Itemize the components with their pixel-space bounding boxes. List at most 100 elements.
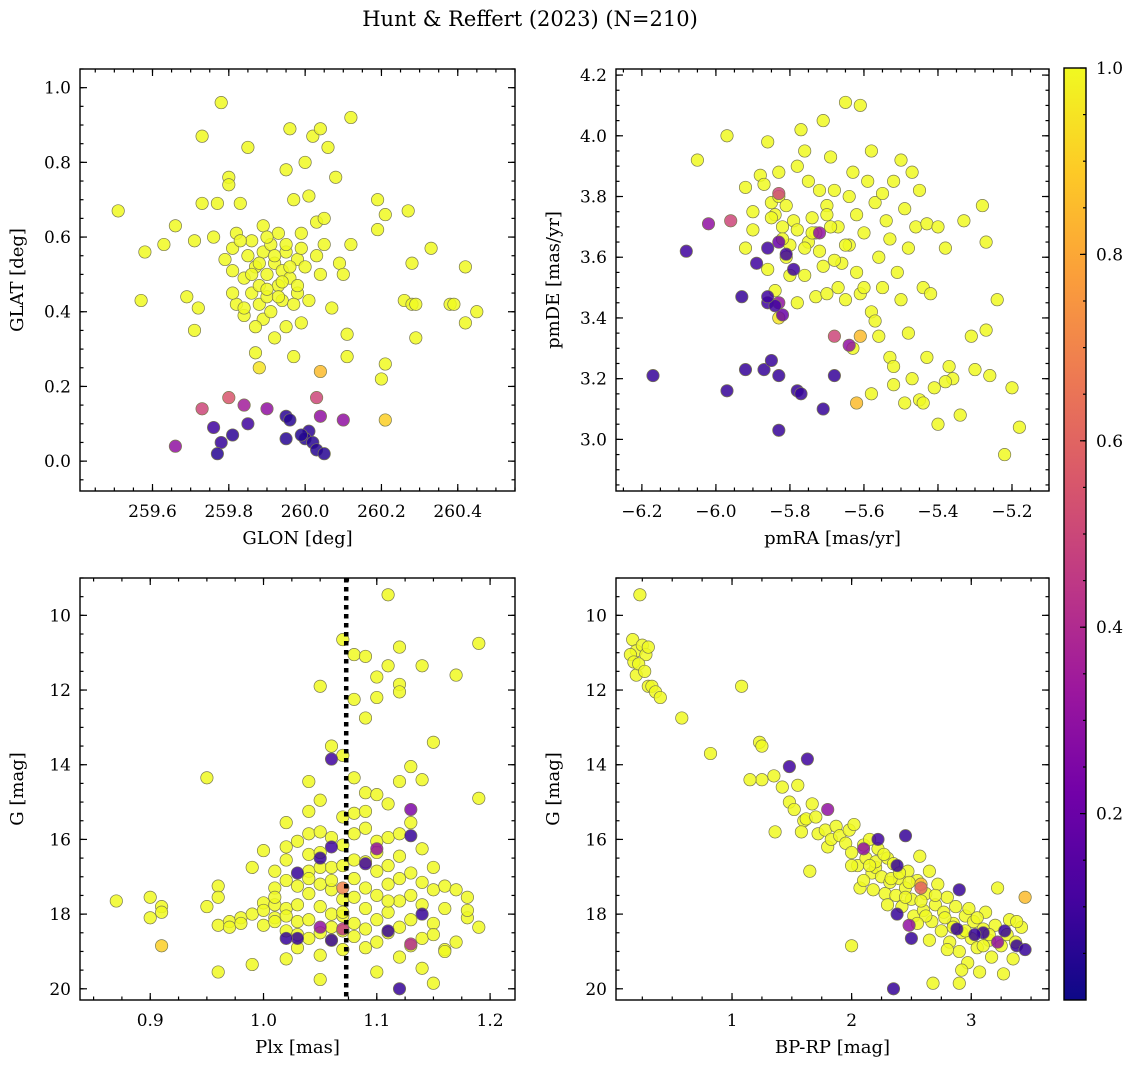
- data-point: [404, 816, 418, 830]
- colorbar-tick-label: 0.4: [1096, 618, 1123, 638]
- y-tick-label: 3.6: [580, 248, 607, 268]
- data-point: [392, 640, 407, 654]
- data-point: [370, 913, 384, 927]
- data-point: [878, 887, 892, 901]
- data-point: [279, 320, 293, 334]
- data-point: [968, 928, 982, 942]
- data-point: [290, 915, 305, 929]
- data-point: [260, 230, 274, 244]
- data-point: [761, 135, 775, 149]
- data-point: [378, 413, 392, 427]
- data-point: [991, 935, 1005, 949]
- data-point: [358, 941, 373, 955]
- data-point: [381, 924, 395, 938]
- data-point: [313, 920, 327, 934]
- data-point: [724, 214, 738, 228]
- data-point: [347, 827, 361, 841]
- data-point: [279, 909, 293, 923]
- data-point: [890, 859, 904, 873]
- data-point: [922, 864, 936, 878]
- data-point: [195, 402, 209, 416]
- data-point: [234, 916, 248, 930]
- data-point: [887, 378, 901, 392]
- data-point: [857, 842, 871, 856]
- data-point: [872, 250, 886, 264]
- data-point: [991, 881, 1005, 895]
- data-point: [404, 937, 418, 951]
- data-point: [211, 890, 225, 904]
- data-point: [370, 864, 384, 878]
- y-axis-label: pmDE [mas/yr]: [543, 211, 564, 349]
- data-point: [324, 907, 339, 921]
- y-tick-label: 0.8: [44, 153, 71, 173]
- data-point: [392, 950, 407, 964]
- data-point: [886, 982, 901, 996]
- y-tick-label: 12: [49, 681, 71, 701]
- data-point: [449, 883, 463, 897]
- data-point: [821, 802, 835, 817]
- data-point: [245, 907, 259, 921]
- data-point: [310, 391, 324, 405]
- data-point: [415, 773, 429, 787]
- data-point: [952, 944, 966, 959]
- data-point: [283, 260, 297, 274]
- data-point: [985, 950, 999, 964]
- data-point: [772, 165, 786, 179]
- data-point: [679, 244, 693, 258]
- data-point: [302, 913, 316, 927]
- data-point: [210, 447, 224, 461]
- data-point: [761, 241, 775, 255]
- data-point: [426, 735, 440, 749]
- data-point: [638, 664, 652, 678]
- data-point: [302, 804, 316, 818]
- data-point: [195, 129, 209, 143]
- data-point: [313, 409, 327, 423]
- data-point: [738, 241, 753, 255]
- data-point: [801, 174, 815, 188]
- data-point: [812, 183, 827, 197]
- data-point: [934, 924, 948, 938]
- data-point: [415, 931, 429, 945]
- data-point: [245, 234, 259, 248]
- data-point: [868, 314, 882, 328]
- x-tick-label: −6.2: [621, 502, 662, 522]
- x-tick-label: −5.8: [769, 502, 810, 522]
- data-point: [879, 214, 893, 228]
- data-point: [358, 649, 373, 663]
- data-point: [279, 873, 293, 888]
- data-point: [931, 877, 945, 891]
- data-point: [842, 338, 856, 352]
- data-point: [302, 827, 316, 841]
- data-point: [755, 773, 769, 787]
- data-point: [347, 929, 361, 944]
- data-point: [653, 690, 667, 705]
- x-tick-label: 0.9: [137, 1011, 164, 1031]
- data-point: [381, 877, 395, 891]
- data-point: [791, 778, 805, 792]
- data-point: [241, 417, 255, 431]
- data-point: [313, 972, 327, 987]
- data-point: [955, 963, 969, 977]
- data-point: [447, 297, 461, 311]
- data-point: [392, 685, 407, 699]
- data-point: [894, 293, 908, 307]
- data-point: [313, 793, 327, 807]
- data-point: [370, 935, 384, 949]
- figure-title: Hunt & Reffert (2023) (N=210): [362, 7, 698, 31]
- data-point: [256, 918, 271, 932]
- data-point: [996, 967, 1011, 981]
- colorbar-gradient: [1064, 68, 1086, 1000]
- data-point: [809, 290, 823, 304]
- data-point: [761, 290, 775, 304]
- colorbar-tick-label: 1.0: [1096, 59, 1123, 79]
- data-point: [816, 402, 830, 416]
- data-point: [772, 369, 786, 383]
- data-point: [772, 235, 786, 249]
- data-point: [340, 327, 354, 341]
- data-point: [772, 423, 786, 437]
- data-point: [392, 920, 407, 934]
- data-point: [279, 163, 293, 177]
- data-point: [738, 180, 753, 194]
- y-tick-label: 10: [585, 606, 607, 626]
